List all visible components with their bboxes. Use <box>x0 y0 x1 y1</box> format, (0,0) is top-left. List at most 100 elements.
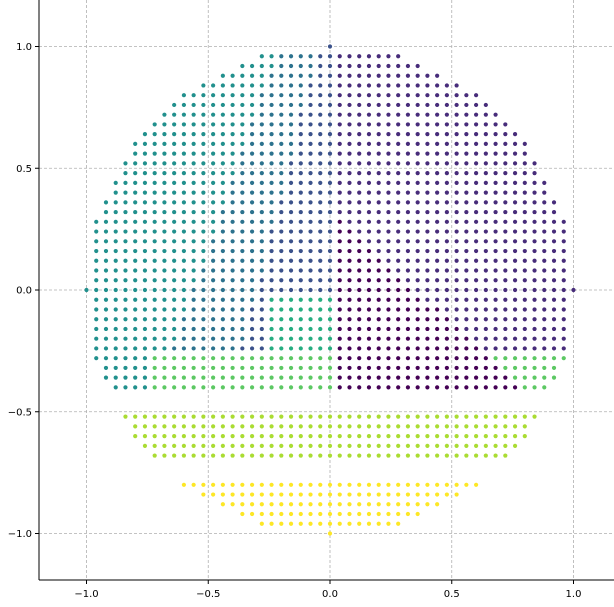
scatter-point-series2 <box>483 287 488 293</box>
scatter-point-series2 <box>337 63 342 69</box>
scatter-point-series1 <box>396 385 401 390</box>
scatter-point-series5 <box>191 229 196 234</box>
scatter-point-series5 <box>162 239 167 244</box>
scatter-point-series3 <box>288 171 294 176</box>
scatter-point-series1 <box>386 365 391 371</box>
scatter-point-series5 <box>211 209 216 215</box>
scatter-point-series4 <box>240 297 245 302</box>
scatter-point-series2 <box>337 132 342 137</box>
scatter-point-series2 <box>542 307 547 312</box>
scatter-point-series2 <box>357 151 362 156</box>
scatter-point-series8 <box>240 414 245 419</box>
scatter-point-series9 <box>396 521 401 526</box>
scatter-point-series2 <box>405 151 411 156</box>
scatter-point-series2 <box>474 229 479 234</box>
scatter-point-series2 <box>464 297 469 302</box>
scatter-point-series1 <box>405 287 411 293</box>
scatter-point-series3 <box>249 346 255 351</box>
scatter-point-series4 <box>279 141 284 146</box>
scatter-point-series2 <box>561 297 566 302</box>
scatter-point-series3 <box>318 248 323 254</box>
scatter-point-series8 <box>181 443 186 448</box>
scatter-point-series4 <box>259 248 264 254</box>
scatter-point-series5 <box>142 190 148 195</box>
scatter-point-series2 <box>405 200 411 205</box>
scatter-point-series8 <box>405 434 411 439</box>
scatter-point-series5 <box>181 248 186 254</box>
scatter-point-series2 <box>522 200 527 205</box>
scatter-point-series2 <box>405 229 411 234</box>
scatter-point-series4 <box>240 258 245 263</box>
scatter-point-series2 <box>454 200 459 205</box>
scatter-point-series2 <box>415 102 420 108</box>
scatter-point-series2 <box>503 278 508 283</box>
scatter-point-series2 <box>561 317 566 322</box>
scatter-point-series8 <box>230 453 235 458</box>
scatter-point-series2 <box>347 200 352 205</box>
scatter-point-series5 <box>191 248 196 254</box>
scatter-point-series2 <box>435 122 440 127</box>
scatter-point-series4 <box>288 63 294 69</box>
scatter-point-series2 <box>347 209 352 215</box>
scatter-point-series8 <box>366 453 372 458</box>
scatter-point-series2 <box>405 248 411 254</box>
scatter-point-series5 <box>220 151 225 156</box>
scatter-point-series8 <box>249 453 255 458</box>
scatter-point-series8 <box>162 453 167 458</box>
scatter-point-series5 <box>220 112 225 117</box>
scatter-point-series9 <box>425 492 430 497</box>
scatter-point-series8 <box>288 434 294 439</box>
scatter-point-series4 <box>269 209 274 215</box>
scatter-point-series2 <box>464 200 469 205</box>
scatter-point-series9 <box>357 502 362 507</box>
scatter-point-series6 <box>298 336 303 341</box>
scatter-point-series5 <box>249 102 255 108</box>
scatter-point-series8 <box>259 434 264 439</box>
scatter-point-series7 <box>249 365 255 371</box>
scatter-point-series1 <box>396 317 401 322</box>
scatter-point-series3 <box>249 317 255 322</box>
scatter-point-series5 <box>152 336 157 341</box>
scatter-point-series3 <box>279 229 284 234</box>
scatter-point-series2 <box>464 180 469 185</box>
scatter-point-series5 <box>152 258 157 263</box>
scatter-point-series2 <box>512 248 518 254</box>
axis-ticks: −1.0 −0.5 0.0 0.5 1.0−1.0−0.50.00.51.0 <box>8 42 582 600</box>
scatter-point-series8 <box>512 424 518 429</box>
scatter-point-series2 <box>376 122 381 127</box>
scatter-point-series3 <box>308 219 313 224</box>
scatter-point-series5 <box>191 268 196 273</box>
scatter-point-series2 <box>425 132 430 137</box>
scatter-point-series2 <box>474 326 479 332</box>
scatter-point-series2 <box>512 258 518 263</box>
scatter-point-series9 <box>366 482 372 487</box>
scatter-point-series5 <box>94 219 99 224</box>
scatter-point-series8 <box>308 424 313 429</box>
scatter-point-series5 <box>269 54 274 59</box>
scatter-point-series5 <box>94 268 99 273</box>
scatter-point-series2 <box>464 258 469 263</box>
scatter-point-series2 <box>542 229 547 234</box>
scatter-point-series5 <box>172 268 177 273</box>
scatter-point-series2 <box>493 336 498 341</box>
scatter-point-series5 <box>113 239 118 244</box>
scatter-point-series2 <box>532 190 537 195</box>
scatter-point-series2 <box>386 200 391 205</box>
scatter-point-series2 <box>503 346 508 351</box>
scatter-point-series8 <box>259 443 264 448</box>
scatter-point-series5 <box>142 365 148 371</box>
scatter-point-series4 <box>259 258 264 263</box>
scatter-point-series2 <box>396 161 401 166</box>
scatter-point-series2 <box>444 219 449 224</box>
scatter-point-series2 <box>435 219 440 224</box>
scatter-point-series2 <box>483 239 488 244</box>
scatter-point-series5 <box>113 200 118 205</box>
scatter-point-series2 <box>347 63 352 69</box>
scatter-point-series4 <box>259 268 264 273</box>
scatter-point-series8 <box>337 414 342 419</box>
scatter-point-series1 <box>376 365 381 371</box>
scatter-point-series2 <box>493 326 498 332</box>
scatter-point-series2 <box>483 132 488 137</box>
scatter-point-series4 <box>240 190 245 195</box>
scatter-point-series2 <box>522 180 527 185</box>
